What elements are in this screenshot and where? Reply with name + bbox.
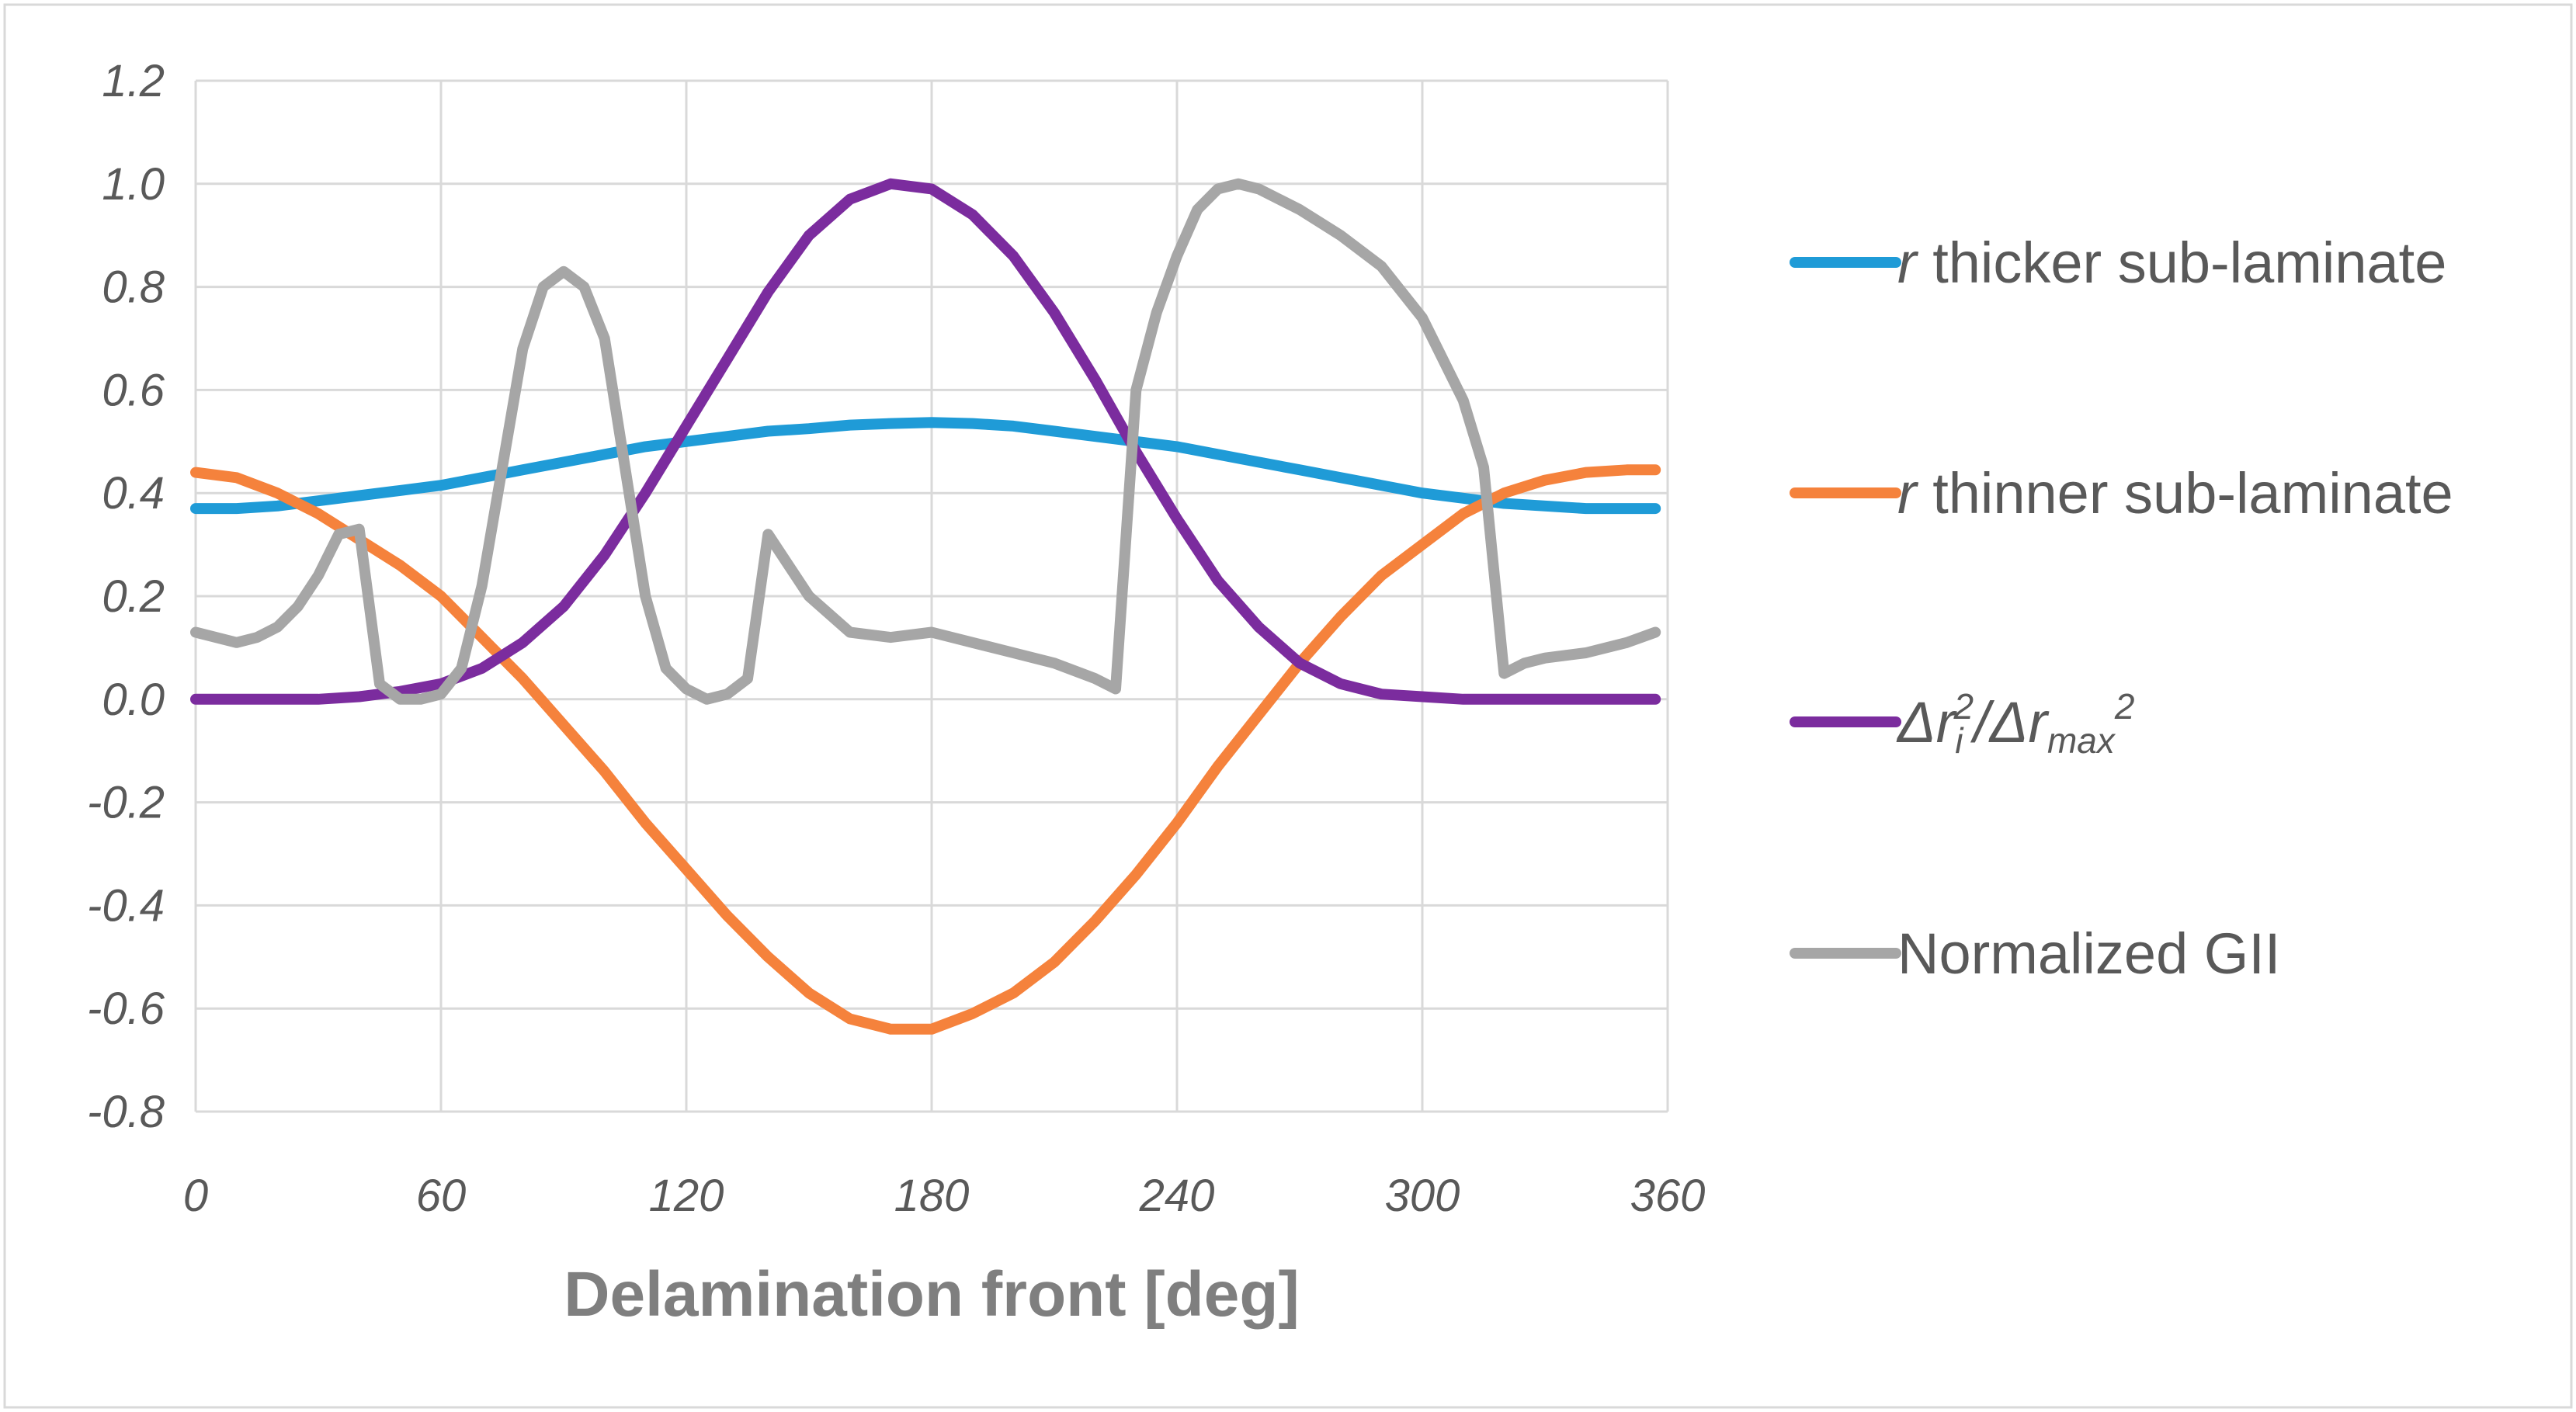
- x-tick-label: 360: [1630, 1171, 1706, 1221]
- legend-label: Δri2/Δrmax2: [1896, 686, 2134, 761]
- y-tick-label: 1.0: [102, 159, 165, 210]
- y-tick-label: 0.8: [102, 262, 165, 313]
- legend: r thicker sub-laminate r thinner sub-lami…: [1790, 231, 2453, 986]
- x-axis-ticks: 0 60 120 180 240 300 360: [183, 1171, 1706, 1221]
- x-axis-title: Delamination front [deg]: [564, 1259, 1300, 1330]
- y-tick-label: -0.8: [87, 1087, 165, 1137]
- y-tick-label: 0.0: [102, 675, 165, 725]
- y-tick-label: 0.4: [102, 468, 165, 519]
- x-tick-label: 240: [1139, 1171, 1215, 1221]
- legend-label: r thicker sub-laminate: [1897, 231, 2446, 295]
- chart-border: [3, 3, 2573, 1409]
- y-tick-label: -0.2: [87, 778, 165, 828]
- y-axis-ticks: -0.8 -0.6 -0.4 -0.2 0.0 0.2 0.4 0.6 0.8 1.0 1.2: [87, 56, 165, 1137]
- series-line-2: [190, 464, 1661, 1035]
- legend-item-1: r thicker sub-laminate: [1790, 231, 2446, 295]
- series-line-3: [190, 178, 1661, 705]
- y-tick-label: 1.2: [102, 56, 165, 106]
- x-tick-label: 300: [1385, 1171, 1460, 1221]
- series-line-4: [190, 178, 1661, 705]
- y-tick-label: 0.6: [102, 365, 165, 415]
- y-tick-label: -0.6: [87, 984, 165, 1034]
- y-tick-label: 0.2: [102, 571, 165, 622]
- x-tick-label: 120: [649, 1171, 724, 1221]
- legend-item-3: Δri2/Δrmax2: [1790, 686, 2134, 761]
- x-tick-label: 180: [894, 1171, 970, 1221]
- legend-label: Normalized GII: [1897, 921, 2280, 986]
- x-tick-label: 60: [416, 1171, 467, 1221]
- series-line-1: [190, 417, 1661, 515]
- x-tick-label: 0: [183, 1171, 208, 1221]
- legend-item-2: r thinner sub-laminate: [1790, 461, 2453, 526]
- y-tick-label: -0.4: [87, 880, 165, 931]
- legend-item-4: Normalized GII: [1790, 921, 2280, 986]
- series-lines: [190, 178, 1661, 1035]
- legend-label: r thinner sub-laminate: [1897, 461, 2453, 526]
